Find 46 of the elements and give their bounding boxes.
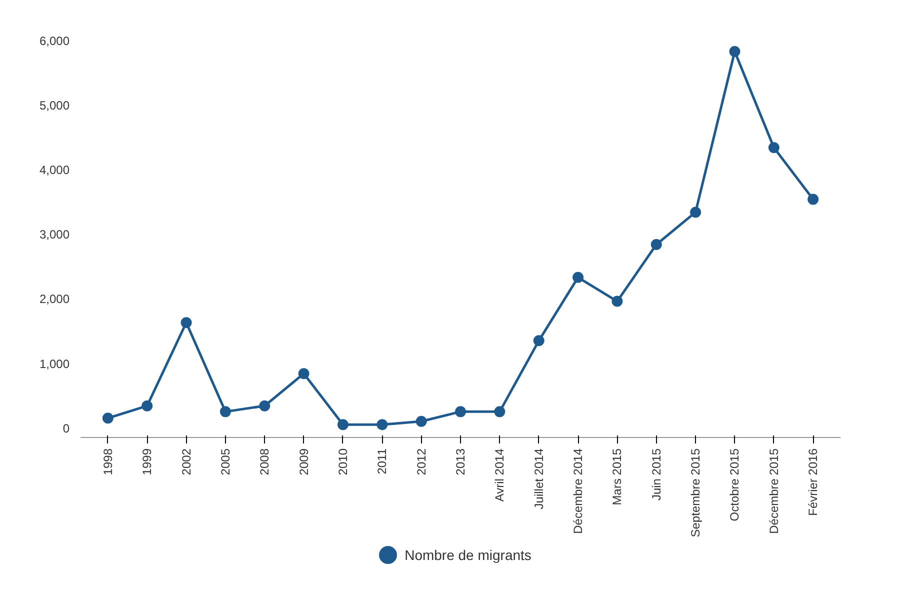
legend-label: Nombre de migrants: [404, 546, 532, 565]
point: [690, 206, 702, 218]
x-tick-label: 2002: [179, 448, 194, 476]
x-tick-label: 2013: [454, 448, 468, 476]
point: [768, 142, 780, 154]
point: [337, 419, 348, 430]
point: [376, 419, 388, 430]
point: [533, 335, 544, 346]
y-tick-label: 4,000: [39, 163, 70, 178]
point: [729, 46, 740, 57]
x-tick-label: 2009: [296, 448, 311, 476]
point: [102, 412, 114, 424]
point: [180, 317, 192, 328]
y-tick-label: 0: [62, 421, 70, 436]
x-tick-label: 2005: [218, 448, 232, 476]
point: [416, 416, 427, 427]
x-tick-label: Février 2016: [806, 448, 820, 516]
y-tick-label: 5,000: [39, 98, 70, 113]
x-tick-label: Juillet 2014: [532, 448, 546, 510]
point: [142, 400, 153, 412]
x-tick-label: 2008: [258, 448, 272, 476]
point: [259, 400, 270, 412]
x-tick-label: 2010: [336, 448, 350, 476]
x-tick-label: 2011: [375, 448, 390, 474]
x-tick-label: Avril 2014: [492, 448, 507, 502]
x-tick-label: 1999: [140, 448, 154, 476]
x-tick-label: Juin 2015: [649, 448, 664, 501]
y-tick-label: 6,000: [39, 34, 70, 48]
x-tick-label: Décembre 2014: [571, 448, 586, 534]
point: [455, 406, 466, 418]
x-tick-label: Septembre 2015: [688, 448, 703, 538]
point: [494, 406, 506, 418]
point: [298, 368, 310, 380]
x-tick-label: Décembre 2015: [766, 448, 781, 534]
point: [612, 296, 623, 307]
x-tick-label: Mars 2015: [610, 448, 624, 506]
x-tick-label: Octobre 2015: [728, 448, 742, 522]
point: [808, 194, 819, 205]
point: [650, 238, 662, 250]
y-tick-label: 1,000: [39, 356, 70, 371]
x-tick-label: 2012: [414, 448, 428, 476]
point: [220, 406, 231, 418]
y-tick-label: 3,000: [39, 228, 70, 242]
x-tick-label: 1998: [100, 448, 115, 476]
point: [572, 272, 584, 283]
y-tick-label: 2,000: [39, 292, 70, 306]
